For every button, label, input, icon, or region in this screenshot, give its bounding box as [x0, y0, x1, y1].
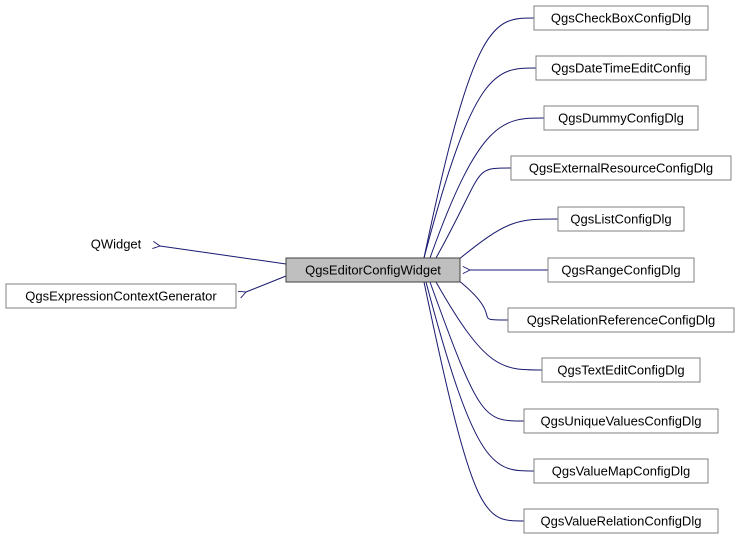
class-node-label: QgsUniqueValuesConfigDlg — [541, 413, 702, 428]
inheritance-edge — [430, 282, 524, 421]
class-node-label: QgsTextEditConfigDlg — [557, 362, 684, 377]
class-node-label: QgsRangeConfigDlg — [561, 262, 680, 277]
class-node-label: QgsExpressionContextGenerator — [25, 288, 217, 303]
class-node-label: QWidget — [91, 236, 142, 251]
class-node-QgsListConfigDlg[interactable]: QgsListConfigDlg — [558, 207, 684, 231]
class-node-label: QgsRelationReferenceConfigDlg — [527, 312, 716, 327]
class-node-QgsValueRelationConfigDlg[interactable]: QgsValueRelationConfigDlg — [524, 509, 718, 533]
class-node-QgsDateTimeEditConfig[interactable]: QgsDateTimeEditConfig — [536, 56, 706, 80]
class-node-QgsCheckBoxConfigDlg[interactable]: QgsCheckBoxConfigDlg — [534, 6, 708, 30]
class-node-label: QgsDummyConfigDlg — [558, 110, 684, 125]
class-node-QgsValueMapConfigDlg[interactable]: QgsValueMapConfigDlg — [534, 459, 708, 483]
class-node-QgsExternalResourceConfigDlg[interactable]: QgsExternalResourceConfigDlg — [511, 156, 731, 180]
inheritance-edge — [458, 219, 558, 260]
class-node-QgsExpressionContextGenerator[interactable]: QgsExpressionContextGenerator — [6, 284, 236, 308]
inheritance-diagram: QWidget QgsExpressionContextGenerator QgsE… — [0, 0, 744, 544]
class-node-label: QgsValueRelationConfigDlg — [541, 513, 702, 528]
class-node-QgsDummyConfigDlg[interactable]: QgsDummyConfigDlg — [544, 106, 698, 130]
class-node-QgsRangeConfigDlg[interactable]: QgsRangeConfigDlg — [548, 258, 694, 282]
class-node-QgsUniqueValuesConfigDlg[interactable]: QgsUniqueValuesConfigDlg — [524, 409, 718, 433]
class-node-label: QgsValueMapConfigDlg — [552, 463, 691, 478]
class-node-label: QgsCheckBoxConfigDlg — [551, 10, 691, 25]
class-node-label: QgsDateTimeEditConfig — [551, 60, 691, 75]
class-node-label: QgsEditorConfigWidget — [305, 262, 441, 277]
class-node-label: QgsListConfigDlg — [570, 211, 671, 226]
inheritance-edge — [458, 280, 508, 320]
class-node-QWidget[interactable]: QWidget — [82, 232, 150, 256]
class-node-QgsEditorConfigWidget[interactable]: QgsEditorConfigWidget — [286, 258, 460, 282]
class-node-QgsTextEditConfigDlg[interactable]: QgsTextEditConfigDlg — [542, 358, 700, 382]
class-node-label: QgsExternalResourceConfigDlg — [529, 160, 713, 175]
inheritance-edge — [160, 246, 286, 264]
class-node-QgsRelationReferenceConfigDlg[interactable]: QgsRelationReferenceConfigDlg — [508, 308, 734, 332]
inheritance-edge — [246, 276, 286, 292]
